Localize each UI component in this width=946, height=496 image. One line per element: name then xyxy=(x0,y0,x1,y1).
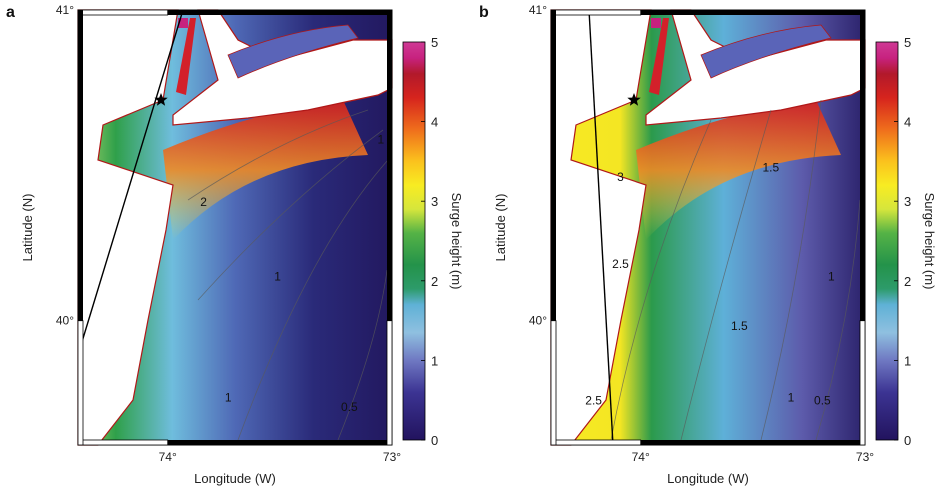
colorbar-tick-label: 0 xyxy=(431,433,438,448)
contour-line xyxy=(337,269,388,441)
frame-bar xyxy=(78,10,83,321)
frame-bar xyxy=(550,320,557,446)
frame-bar xyxy=(551,10,556,321)
contour-label: 1.5 xyxy=(731,319,748,333)
surge-map-b: 74° 73° 41° 40° Longitude (W) Latitude (N) 3 1.… xyxy=(493,3,937,486)
contour-label: 1 xyxy=(274,269,281,283)
colorbar-tick-label: 3 xyxy=(431,194,438,209)
y-axis-label: Latitude (N) xyxy=(493,194,508,262)
colorbar-tick-label: 5 xyxy=(431,35,438,50)
colorbar-tick-label: 1 xyxy=(904,353,911,368)
land-long-island xyxy=(172,9,393,126)
contour-label: 1 xyxy=(788,391,795,405)
contour-line xyxy=(237,159,389,441)
contour-line xyxy=(197,129,384,301)
storm-track-line xyxy=(80,9,184,346)
x-tick-label: 74° xyxy=(632,450,650,464)
colorbar-tick-label: 2 xyxy=(904,274,911,289)
x-axis-label: Longitude (W) xyxy=(667,471,749,486)
colorbar-label: Surge height (m) xyxy=(922,193,937,290)
contour-label: 1 xyxy=(828,269,835,283)
x-axis-label: Longitude (W) xyxy=(194,471,276,486)
colorbar-tick-label: 4 xyxy=(904,115,911,130)
frame-bar xyxy=(640,440,865,445)
frame-bar xyxy=(550,439,642,446)
storm-track-line xyxy=(588,9,614,446)
contour-label: 2 xyxy=(200,195,207,209)
long-island-sound xyxy=(700,24,832,79)
contour-label: 2.5 xyxy=(585,394,602,408)
frame-bar xyxy=(77,9,169,16)
y-axis-label: Latitude (N) xyxy=(20,194,35,262)
frame-bar xyxy=(167,440,392,445)
contour-line xyxy=(815,199,861,441)
frame-bar xyxy=(77,439,169,446)
colorbar xyxy=(875,41,899,441)
frame-bar xyxy=(386,320,393,446)
panel-label: b xyxy=(479,4,489,21)
colorbar xyxy=(402,41,426,441)
contour-label: 2.5 xyxy=(612,257,629,271)
frame-bar xyxy=(860,10,865,321)
colorbar-tick-label: 5 xyxy=(904,35,911,50)
contour-label: 0.5 xyxy=(814,394,831,408)
contour-label: 3 xyxy=(617,170,624,184)
y-tick-label: 41° xyxy=(56,3,74,17)
colorbar-tick-label: 1 xyxy=(431,353,438,368)
y-tick-label: 41° xyxy=(529,3,547,17)
chart-panel-b: b 74° 73° 41° 40° Longitude (W) Latitude (N) 3… xyxy=(473,0,946,491)
contour-line xyxy=(187,109,369,201)
contour-line xyxy=(610,119,712,441)
frame-bar xyxy=(77,320,84,446)
panel-label: a xyxy=(6,4,15,21)
frame-bar xyxy=(387,10,392,321)
surge-map-a: 74° 73° 41° 40° Longitude (W) Latitude (N) 1 2 1… xyxy=(20,3,464,486)
chart-panel-a: a 74° 73° 41° 40° Longitude (W) Latitude (N) 1… xyxy=(0,0,473,491)
hudson-river xyxy=(649,18,669,95)
contour-label: 1.5 xyxy=(762,161,779,175)
high-surge-band xyxy=(163,100,368,240)
contour-label: 1 xyxy=(377,133,384,147)
y-tick-label: 40° xyxy=(529,314,547,328)
long-island-sound xyxy=(227,24,359,79)
x-tick-label: 73° xyxy=(856,450,874,464)
land-long-island xyxy=(645,9,866,126)
contour-line xyxy=(680,109,772,441)
colorbar-tick-label: 4 xyxy=(431,115,438,130)
colorbar-label: Surge height (m) xyxy=(449,193,464,290)
colorbar-tick-label: 2 xyxy=(431,274,438,289)
frame-bar xyxy=(859,320,866,446)
contour-label: 1 xyxy=(225,391,232,405)
frame-bar xyxy=(167,10,392,15)
colorbar-tick-label: 3 xyxy=(904,194,911,209)
frame-bar xyxy=(550,9,642,16)
river-max xyxy=(651,18,661,28)
hudson-river xyxy=(176,18,196,95)
colorbar-tick-label: 0 xyxy=(904,433,911,448)
high-surge-band xyxy=(636,100,841,240)
frame-bar xyxy=(640,10,865,15)
battery-star-marker xyxy=(154,93,168,106)
battery-star-marker xyxy=(627,93,641,106)
x-tick-label: 74° xyxy=(159,450,177,464)
x-tick-label: 73° xyxy=(383,450,401,464)
contour-label: 0.5 xyxy=(341,400,358,414)
contour-line xyxy=(760,99,822,441)
y-tick-label: 40° xyxy=(56,314,74,328)
